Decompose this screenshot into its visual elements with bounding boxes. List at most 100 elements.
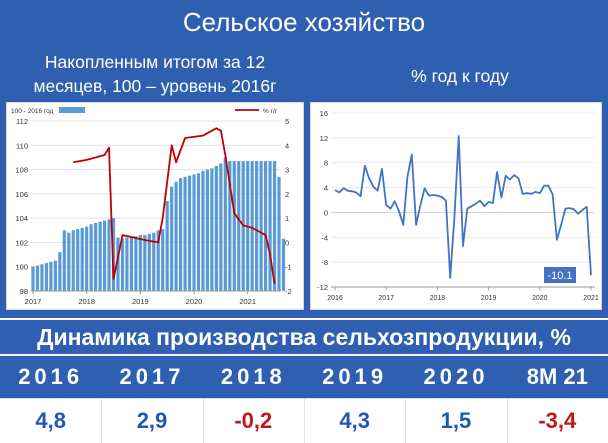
y-right-tick-label: 2 bbox=[285, 190, 289, 199]
value-separator bbox=[405, 399, 406, 443]
bar bbox=[178, 178, 183, 291]
x-tick-label: 2020 bbox=[186, 297, 203, 306]
y-right-tick-label: 5 bbox=[285, 117, 289, 126]
accumulated-index-chart-panel: 98 100 102 104 106 108 110 112 -2 -1 0 1 2 3 4 5 2017 201… bbox=[6, 102, 304, 310]
bar bbox=[237, 161, 241, 291]
last-value-label: -10.1 bbox=[547, 270, 572, 282]
bar bbox=[129, 236, 134, 291]
bar bbox=[255, 161, 259, 291]
bar bbox=[107, 219, 111, 291]
bar bbox=[192, 174, 196, 291]
y-tick-label: 8 bbox=[324, 159, 328, 168]
bar bbox=[53, 260, 57, 291]
y-tick-label: -8 bbox=[321, 258, 328, 267]
value-separator bbox=[304, 399, 305, 443]
bar bbox=[58, 252, 62, 291]
y-left-tick-label: 106 bbox=[15, 190, 28, 199]
y-tick-label: -4 bbox=[321, 233, 328, 242]
value-separator bbox=[203, 399, 204, 443]
bar bbox=[67, 232, 71, 291]
bar bbox=[223, 157, 227, 291]
value-separator bbox=[101, 399, 102, 443]
year-row: 2016 2017 2018 2019 2020 8M 21 bbox=[0, 356, 608, 398]
y-tick-label: 0 bbox=[324, 208, 328, 217]
bar bbox=[259, 161, 263, 291]
y-right-tick-label: -2 bbox=[285, 287, 292, 296]
right-chart-subtitle: % год к году bbox=[411, 66, 509, 86]
page-title: Сельское хозяйство bbox=[182, 7, 426, 37]
bar bbox=[228, 161, 232, 291]
value-cell: -3,4 bbox=[538, 408, 577, 433]
y-right-tick-label: 4 bbox=[285, 141, 289, 150]
x-tick-label: 2017 bbox=[378, 295, 394, 302]
bar bbox=[80, 227, 84, 291]
x-tick-label: 2019 bbox=[481, 295, 497, 302]
bar bbox=[201, 170, 205, 291]
bar bbox=[232, 161, 236, 291]
y-right-tick-label: -1 bbox=[285, 263, 292, 272]
bar bbox=[147, 233, 151, 291]
x-tick-label: 2021 bbox=[239, 297, 256, 306]
bar bbox=[174, 181, 178, 291]
value-cell: 4,3 bbox=[339, 408, 370, 433]
y-left-tick-label: 100 bbox=[15, 263, 28, 272]
bar bbox=[94, 223, 98, 291]
bar bbox=[281, 238, 286, 291]
bar bbox=[62, 230, 66, 291]
bar bbox=[31, 266, 35, 291]
bar bbox=[263, 161, 268, 291]
yoy-red-line bbox=[73, 127, 276, 284]
y-left-tick-label: 108 bbox=[15, 166, 28, 175]
y-left-tick-label: 110 bbox=[16, 141, 28, 150]
bar bbox=[116, 237, 120, 291]
x-tick-label: 2020 bbox=[532, 295, 548, 302]
bar bbox=[272, 161, 277, 291]
bar bbox=[210, 168, 214, 291]
bar bbox=[277, 176, 281, 291]
x-tick-label: 2019 bbox=[132, 297, 149, 306]
left-chart-subtitle: Накопленным итогом за 12 месяцев, 100 – … bbox=[33, 52, 277, 96]
bar bbox=[44, 263, 49, 291]
bar bbox=[187, 175, 192, 291]
x-tick-label: 2017 bbox=[25, 297, 42, 306]
bar bbox=[156, 230, 160, 291]
bar bbox=[161, 229, 165, 291]
bar bbox=[98, 221, 102, 291]
y-left-tick-label: 112 bbox=[16, 117, 28, 126]
x-tick-label: 2021 bbox=[583, 295, 599, 302]
value-separator bbox=[507, 399, 508, 443]
last-value-badge bbox=[544, 267, 576, 283]
y-right-tick-label: 3 bbox=[285, 166, 289, 175]
bar bbox=[170, 186, 174, 291]
bar bbox=[120, 238, 125, 291]
x-tick-label: 2016 bbox=[327, 295, 343, 302]
x-tick-label: 2018 bbox=[430, 295, 446, 302]
yoy-chart-panel: -12 -8 -4 0 4 8 12 16 2016 2017 2018 2019 2020 2021 -1… bbox=[310, 102, 602, 310]
legend-bar-label: 100 - 2016 год bbox=[11, 108, 54, 115]
bar bbox=[134, 236, 138, 291]
year-cell: 8M 21 bbox=[526, 364, 588, 389]
value-cell: 2,9 bbox=[136, 408, 168, 433]
value-cell: 4,8 bbox=[35, 408, 66, 433]
legend-bar-swatch bbox=[59, 107, 85, 113]
bar bbox=[268, 161, 272, 291]
yoy-chart: -12 -8 -4 0 4 8 12 16 2016 2017 2018 2019 2020 2021 -1… bbox=[317, 109, 599, 302]
accumulated-index-chart: 98 100 102 104 106 108 110 112 -2 -1 0 1 2 3 4 5 2017 201… bbox=[11, 107, 292, 306]
value-row: 4,8 2,9 -0,2 4,3 1,5 -3,4 bbox=[0, 398, 608, 443]
bar bbox=[152, 232, 156, 291]
y-left-tick-label: 98 bbox=[20, 287, 28, 296]
year-cell: 2020 bbox=[423, 364, 489, 389]
bar bbox=[35, 265, 40, 291]
year-cell: 2019 bbox=[322, 364, 388, 389]
bar bbox=[40, 264, 44, 291]
value-cell: -0,2 bbox=[234, 408, 273, 433]
y-left-tick-label: 102 bbox=[15, 238, 28, 247]
bar bbox=[71, 230, 75, 291]
bar bbox=[250, 161, 254, 291]
bar bbox=[49, 261, 53, 291]
y-tick-label: 4 bbox=[324, 184, 328, 193]
y-right-tick-label: 0 bbox=[285, 238, 289, 247]
bar bbox=[85, 226, 89, 291]
bar bbox=[165, 201, 169, 291]
y-tick-label: -12 bbox=[317, 283, 328, 292]
